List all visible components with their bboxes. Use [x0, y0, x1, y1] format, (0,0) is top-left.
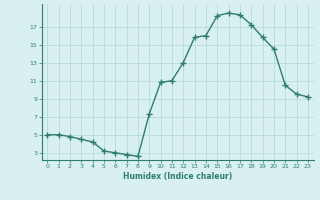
X-axis label: Humidex (Indice chaleur): Humidex (Indice chaleur) [123, 172, 232, 181]
